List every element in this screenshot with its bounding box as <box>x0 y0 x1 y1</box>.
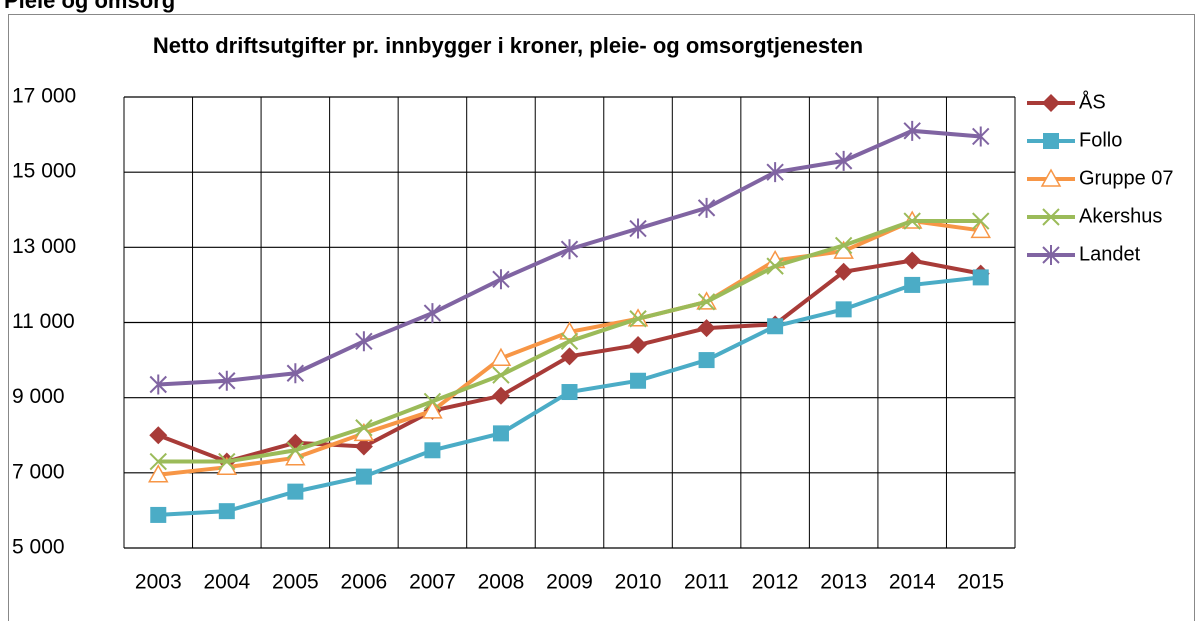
point-marker <box>629 310 647 328</box>
legend-label: Gruppe 07 <box>1079 167 1174 189</box>
point-marker <box>835 301 852 318</box>
x-tick-label: 2003 <box>135 571 182 594</box>
point-marker <box>149 452 167 471</box>
point-marker <box>561 384 578 401</box>
legend-marker <box>1042 94 1060 112</box>
point-marker <box>697 319 716 338</box>
point-marker <box>972 212 990 230</box>
point-marker <box>970 219 992 239</box>
point-marker <box>490 347 512 366</box>
y-tick-label: 15 000 <box>12 160 76 183</box>
x-tick-label: 2006 <box>341 571 388 594</box>
x-tick-label: 2013 <box>820 571 867 594</box>
point-marker <box>559 321 580 340</box>
point-marker <box>150 506 167 523</box>
point-marker <box>904 276 921 293</box>
point-marker <box>834 236 853 255</box>
point-marker <box>629 336 648 355</box>
legend-label: Landet <box>1079 243 1141 265</box>
point-marker <box>492 366 510 384</box>
x-tick-label: 2004 <box>203 571 250 594</box>
legend-marker <box>1043 133 1059 149</box>
x-tick-label: 2007 <box>409 571 456 594</box>
point-marker <box>766 257 784 275</box>
point-marker <box>834 150 853 171</box>
point-marker <box>767 318 784 335</box>
point-marker <box>149 374 167 395</box>
x-tick-label: 2010 <box>615 571 662 594</box>
y-tick-label: 5 000 <box>12 536 65 559</box>
point-marker <box>286 441 305 459</box>
point-marker <box>423 392 442 411</box>
point-marker <box>355 468 372 485</box>
point-marker <box>630 372 647 389</box>
point-marker <box>697 293 716 311</box>
point-marker <box>560 239 579 260</box>
point-marker <box>903 212 921 230</box>
point-marker <box>492 269 510 290</box>
point-marker <box>766 162 784 183</box>
point-marker <box>355 419 373 437</box>
point-marker <box>560 347 579 366</box>
point-marker <box>149 426 168 445</box>
x-tick-label: 2014 <box>889 571 936 594</box>
x-tick-label: 2005 <box>272 571 319 594</box>
y-tick-label: 9 000 <box>12 385 65 408</box>
y-tick-label: 11 000 <box>12 310 75 333</box>
point-marker <box>147 464 169 483</box>
legend-label: Follo <box>1079 129 1122 151</box>
point-marker <box>424 442 441 459</box>
point-marker <box>491 386 510 405</box>
point-marker <box>422 400 443 419</box>
legend-marker <box>1042 208 1060 226</box>
point-marker <box>698 352 715 369</box>
page-header: Pleie og omsorg <box>4 0 175 13</box>
legend-label: Akershus <box>1079 205 1162 227</box>
point-marker <box>218 370 236 391</box>
point-marker <box>287 483 304 500</box>
point-marker <box>629 218 647 239</box>
point-marker <box>218 503 235 520</box>
legend-marker <box>1040 168 1062 187</box>
point-marker <box>423 303 442 324</box>
x-tick-label: 2011 <box>684 571 729 594</box>
x-tick-label: 2012 <box>752 571 799 594</box>
chart-frame <box>8 14 1195 621</box>
point-marker <box>834 262 853 281</box>
x-tick-label: 2008 <box>478 571 525 594</box>
point-marker <box>355 331 373 352</box>
x-tick-label: 2015 <box>957 571 1004 594</box>
point-marker <box>286 363 305 384</box>
point-marker <box>560 332 579 350</box>
point-marker <box>354 437 373 456</box>
y-tick-label: 7 000 <box>12 460 65 483</box>
legend-label: ÅS <box>1079 90 1106 113</box>
point-marker <box>492 425 509 442</box>
chart-title: Netto driftsutgifter pr. innbygger i kro… <box>153 33 863 58</box>
y-tick-label: 13 000 <box>12 235 76 258</box>
point-marker <box>903 120 921 141</box>
x-tick-label: 2009 <box>546 571 593 594</box>
point-marker <box>218 452 236 471</box>
point-marker <box>903 251 922 270</box>
point-marker <box>285 447 306 466</box>
point-marker <box>972 269 989 286</box>
point-marker <box>697 197 716 218</box>
legend-marker <box>1042 245 1060 265</box>
y-tick-label: 17 000 <box>12 85 76 108</box>
point-marker <box>972 126 990 147</box>
